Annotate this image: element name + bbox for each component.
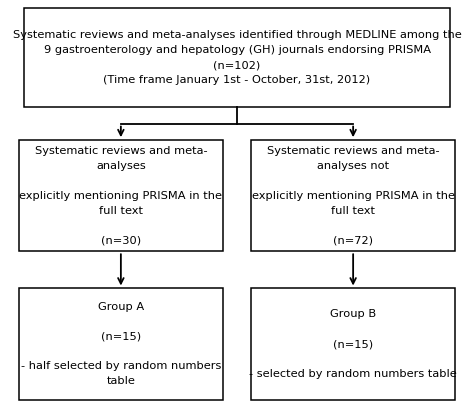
FancyBboxPatch shape [24, 8, 450, 107]
FancyBboxPatch shape [251, 288, 455, 400]
Text: full text: full text [99, 206, 143, 215]
Text: 9 gastroenterology and hepatology (GH) journals endorsing PRISMA: 9 gastroenterology and hepatology (GH) j… [44, 45, 430, 55]
Text: Group B: Group B [330, 309, 376, 319]
Text: analyses not: analyses not [317, 161, 389, 171]
FancyBboxPatch shape [251, 140, 455, 251]
Text: Group A: Group A [98, 302, 144, 312]
FancyBboxPatch shape [19, 140, 223, 251]
Text: Systematic reviews and meta-: Systematic reviews and meta- [267, 146, 439, 156]
Text: Systematic reviews and meta-: Systematic reviews and meta- [35, 146, 207, 156]
Text: (n=30): (n=30) [101, 235, 141, 245]
Text: - half selected by random numbers: - half selected by random numbers [21, 361, 221, 371]
Text: (n=15): (n=15) [333, 339, 373, 349]
Text: (n=102): (n=102) [213, 60, 261, 70]
Text: (n=72): (n=72) [333, 235, 373, 245]
Text: analyses: analyses [96, 161, 146, 171]
Text: - selected by random numbers table: - selected by random numbers table [249, 369, 457, 379]
Text: (n=15): (n=15) [101, 332, 141, 342]
Text: table: table [107, 376, 135, 386]
Text: full text: full text [331, 206, 375, 215]
Text: (Time frame January 1st - October, 31st, 2012): (Time frame January 1st - October, 31st,… [103, 75, 371, 85]
Text: explicitly mentioning PRISMA in the: explicitly mentioning PRISMA in the [252, 191, 455, 201]
Text: Systematic reviews and meta-analyses identified through MEDLINE among the: Systematic reviews and meta-analyses ide… [13, 30, 461, 40]
Text: explicitly mentioning PRISMA in the: explicitly mentioning PRISMA in the [19, 191, 222, 201]
FancyBboxPatch shape [19, 288, 223, 400]
